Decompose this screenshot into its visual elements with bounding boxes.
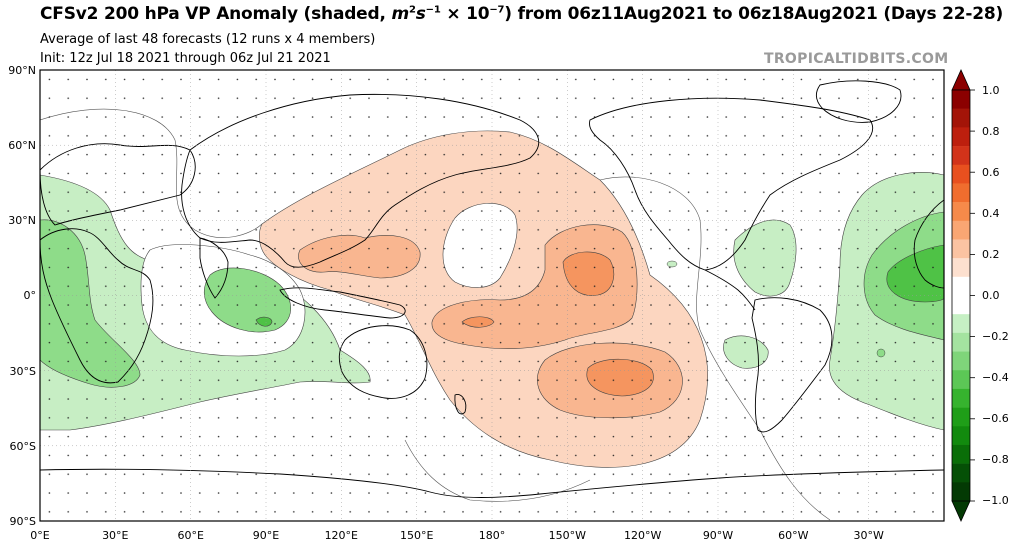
lat-label: 0° (24, 289, 37, 302)
lon-label: 90°W (703, 529, 733, 542)
colorbar-segment (952, 239, 970, 259)
colorbar-segment (952, 332, 970, 352)
colorbar-frame (951, 89, 971, 502)
colorbar-label: −0.2 (982, 330, 1009, 343)
colorbar-segments (952, 89, 975, 502)
colorbar-segment (952, 370, 970, 390)
colorbar-label: 0.6 (982, 166, 1000, 179)
watermark: TROPICALTIDBITS.COM (764, 51, 949, 67)
lat-label: 30°N (8, 214, 36, 227)
colorbar-label: 0.0 (982, 289, 1000, 302)
lon-label: 150°W (549, 529, 586, 542)
lon-label: 180° (479, 529, 506, 542)
colorbar-segment (952, 295, 970, 315)
map-subtitle: Average of last 48 forecasts (12 runs x … (40, 32, 376, 47)
colorbar-label: −0.6 (982, 412, 1009, 425)
lon-label: 60°E (177, 529, 203, 542)
lat-label: 60°S (10, 440, 36, 453)
colorbar-bottom-arrow (951, 500, 971, 522)
colorbar-segment (952, 351, 970, 371)
colorbar-segment (952, 426, 970, 446)
colorbar-segment (952, 444, 970, 464)
colorbar-segment (952, 407, 970, 427)
lon-label: 120°W (624, 529, 661, 542)
colorbar-label: 0.8 (982, 125, 1000, 138)
lat-label: 90°S (10, 515, 36, 528)
lat-label: 90°N (8, 64, 36, 77)
lon-label: 30°W (854, 529, 884, 542)
lon-label: 150°E (400, 529, 433, 542)
map-frame (39, 69, 945, 522)
lon-label: 30°E (102, 529, 128, 542)
lon-label: 0°E (30, 529, 49, 542)
colorbar-segment (952, 146, 970, 166)
init-text: Init: 12z Jul 18 2021 through 06z Jul 21… (40, 51, 331, 66)
colorbar-label: −1.0 (982, 494, 1009, 507)
colorbar-segment (952, 127, 970, 147)
colorbar-segment (952, 276, 970, 296)
stipple-overlay (40, 70, 944, 521)
colorbar-segment (952, 314, 970, 334)
colorbar-label: −0.4 (982, 371, 1009, 384)
lat-label: 60°N (8, 139, 36, 152)
colorbar-top-arrow (951, 69, 971, 91)
colorbar-segment (952, 463, 970, 483)
colorbar-segment (952, 482, 970, 502)
colorbar-segment (952, 108, 970, 128)
lon-label: 60°W (778, 529, 808, 542)
colorbar-label: 0.4 (982, 207, 1000, 220)
colorbar-segment (952, 90, 970, 109)
map-panel (40, 70, 944, 521)
longitude-labels: 0°E 30°E 60°E 90°E 120°E 150°E 180° 150°… (30, 529, 884, 542)
map-title: CFSv2 200 hPa VP Anomaly (shaded, m2s−1 … (40, 4, 1004, 24)
colorbar-segment (952, 202, 970, 222)
lon-label: 90°E (253, 529, 279, 542)
colorbar-segment (952, 220, 970, 240)
colorbar: 1.0 0.8 0.6 0.4 0.2 0.0 −0.2 −0.4 −0.6 −… (951, 69, 1009, 522)
colorbar-labels: 1.0 0.8 0.6 0.4 0.2 0.0 −0.2 −0.4 −0.6 −… (982, 84, 1009, 507)
colorbar-label: 1.0 (982, 84, 1000, 97)
lat-label: 30°S (10, 365, 36, 378)
colorbar-segment (952, 258, 970, 278)
latitude-labels: 90°N 60°N 30°N 0° 30°S 60°S 90°S (8, 64, 36, 528)
colorbar-label: −0.8 (982, 453, 1009, 466)
colorbar-segment (952, 388, 970, 408)
lon-label: 120°E (325, 529, 358, 542)
colorbar-label: 0.2 (982, 248, 1000, 261)
colorbar-segment (952, 183, 970, 203)
colorbar-segment (952, 164, 970, 184)
